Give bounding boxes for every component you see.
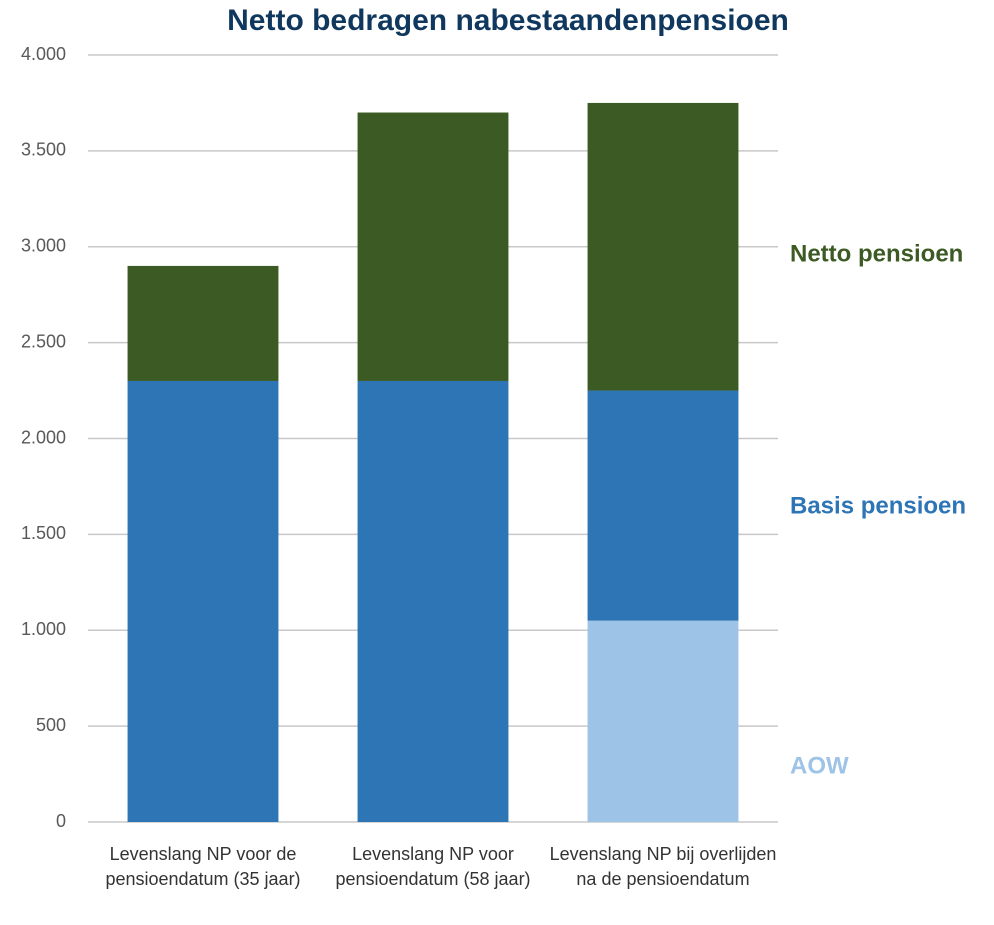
legend-label: Basis pensioen xyxy=(790,492,966,519)
y-tick-label: 4.000 xyxy=(21,44,66,64)
y-tick-label: 1.500 xyxy=(21,523,66,543)
x-tick-label: Levenslang NP voor pensioendatum (58 jaa… xyxy=(335,844,531,889)
y-tick-label: 1.000 xyxy=(21,619,66,639)
y-tick-label: 2.000 xyxy=(21,427,66,447)
bar-segment xyxy=(587,102,739,391)
bar-segment xyxy=(357,380,509,822)
y-tick-label: 2.500 xyxy=(21,331,66,351)
legend-label: Netto pensioen xyxy=(790,240,963,267)
y-tick-label: 3.500 xyxy=(21,140,66,160)
y-tick-label: 0 xyxy=(56,811,66,831)
bar-segment xyxy=(127,380,279,822)
x-tick-label: Levenslang NP bij overlijden na de pensi… xyxy=(549,844,777,889)
x-tick-label: Levenslang NP voor de pensioendatum (35 … xyxy=(105,844,301,889)
bar-segment xyxy=(587,620,739,822)
bar-segment xyxy=(357,112,509,381)
legend-label: AOW xyxy=(790,752,849,779)
bar-segment xyxy=(127,265,279,381)
chart-title: Netto bedragen nabestaandenpensioen xyxy=(227,4,789,37)
bar-segment xyxy=(587,390,739,621)
y-tick-label: 3.000 xyxy=(21,236,66,256)
y-tick-label: 500 xyxy=(36,715,66,735)
